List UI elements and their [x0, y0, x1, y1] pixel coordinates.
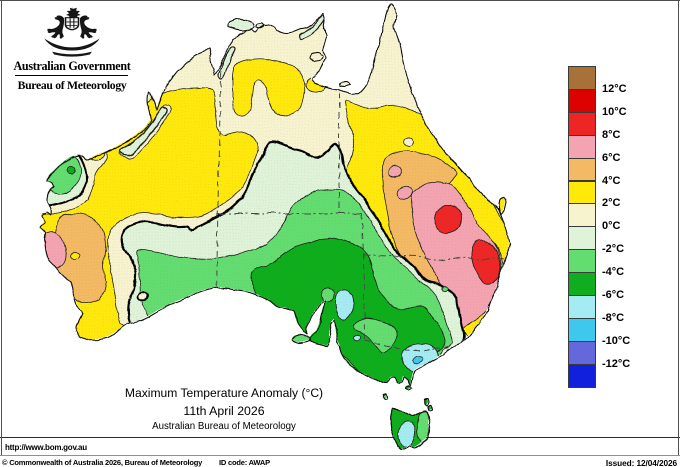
footer-issued-date: Issued: 12/04/2026	[605, 458, 677, 467]
coast-10	[426, 404, 432, 411]
coast-9	[423, 397, 429, 406]
header-government-title: Australian Government	[13, 59, 131, 73]
coast-4	[309, 51, 323, 62]
legend-label--12C: -12°C	[602, 357, 631, 370]
state-border-3	[360, 212, 365, 341]
state-border-5	[363, 339, 453, 351]
kangaroo-icon	[47, 15, 65, 39]
footer-divider-line	[0, 455, 680, 456]
legend-label--8C: -8°C	[602, 311, 625, 324]
legend-swatch-2-to-4	[568, 180, 596, 205]
coast-0	[39, 2, 510, 385]
coast-8	[382, 392, 388, 400]
state-borders	[214, 59, 506, 351]
coast-3	[254, 21, 264, 28]
legend-swatch--8-to--6	[568, 295, 596, 319]
header-rule	[15, 75, 128, 76]
legend-swatch-10-to-12	[568, 88, 596, 113]
header-bureau-title: Bureau of Meteorology	[17, 79, 127, 92]
coast-5	[338, 80, 350, 87]
map-date: 11th April 2026	[183, 404, 265, 418]
legend-label-0C: 0°C	[602, 220, 621, 233]
url-divider-line	[0, 437, 680, 438]
map-source: Australian Bureau of Meteorology	[152, 421, 296, 432]
bom-url-label: http://www.bom.gov.au	[5, 443, 87, 452]
coast-6	[497, 196, 506, 214]
state-border-0	[214, 59, 222, 332]
frame-top-border	[0, 0, 680, 1]
frame-left-border	[1, 0, 2, 455]
legend-swatch--6-to--4	[568, 272, 596, 296]
map-title-block: Maximum Temperature Anomaly (°C) 11th Ap…	[24, 386, 424, 432]
commonwealth-star-icon	[66, 6, 81, 21]
footer-id-code: ID code: AWAP	[219, 458, 270, 467]
legend-swatch--10-to--8	[568, 317, 596, 342]
legend-swatch-6-to-8	[568, 134, 596, 159]
legend-label-2C: 2°C	[602, 197, 621, 210]
legend-swatch-4-to-6	[568, 157, 596, 182]
coastline	[39, 2, 510, 450]
legend-label-10C: 10°C	[602, 105, 627, 118]
legend-swatch-0-to-2	[568, 203, 596, 228]
coast-2	[227, 18, 254, 31]
legend-swatch--4-to--2	[568, 249, 596, 274]
legend-label-8C: 8°C	[602, 128, 621, 141]
legend-swatch-above-12	[568, 66, 596, 90]
australian-coat-of-arms-icon	[44, 6, 100, 57]
legend-label-6C: 6°C	[602, 151, 621, 164]
coast-1	[389, 407, 430, 450]
scroll-icon	[52, 51, 92, 57]
emu-icon	[79, 15, 97, 39]
legend-swatch--12-to--10	[568, 340, 596, 365]
legend-label--4C: -4°C	[602, 266, 625, 279]
legend-label-4C: 4°C	[602, 174, 621, 187]
legend-label--6C: -6°C	[602, 289, 625, 301]
legend-label-12C: 12°C	[602, 82, 627, 95]
coast-7	[291, 333, 311, 343]
footer-copyright: © Commonwealth of Australia 2026, Bureau…	[2, 458, 203, 467]
wreath-icon	[44, 38, 100, 51]
legend-swatch--2-to-0	[568, 226, 596, 251]
footer-bar: © Commonwealth of Australia 2026, Bureau…	[0, 458, 680, 467]
legend-label--2C: -2°C	[602, 243, 625, 256]
legend-swatch-below--12	[568, 363, 596, 388]
frame-right-border	[678, 0, 679, 455]
legend-swatch-8-to-10	[568, 111, 596, 136]
coast-11	[404, 384, 412, 390]
legend-label--10C: -10°C	[602, 334, 631, 347]
map-title: Maximum Temperature Anomaly (°C)	[124, 386, 324, 400]
